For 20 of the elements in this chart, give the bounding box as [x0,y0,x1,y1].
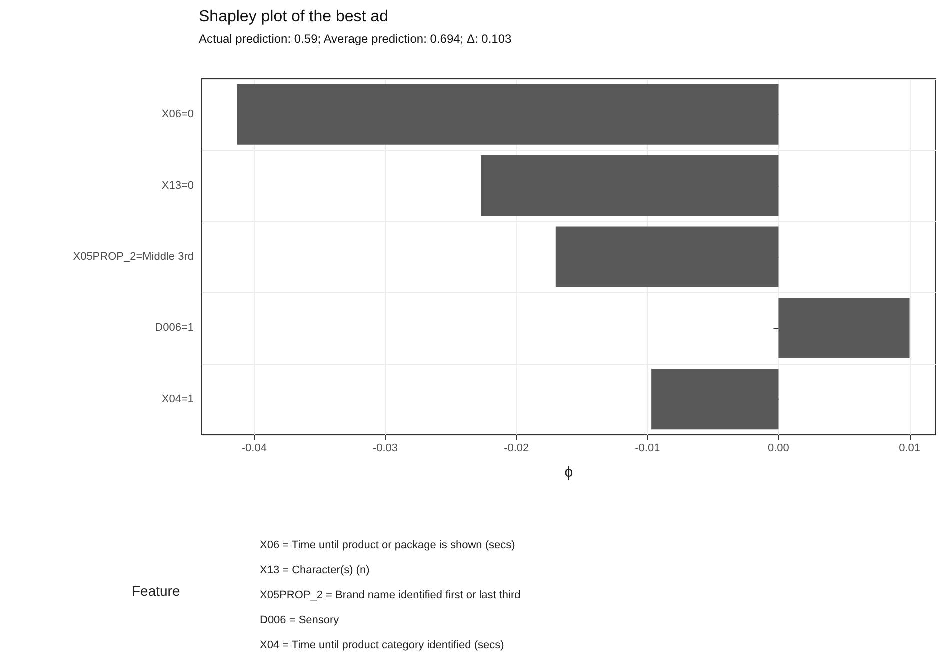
x-tick-label: 0.01 [899,442,920,454]
text: X04 = Time until product category identified (secs) [260,640,504,652]
text: X13 = Character(s) (n) [260,564,370,576]
x-tick-label: -0.03 [372,442,398,454]
text: X05PROP_2 = Brand name identified first or last third [260,590,521,602]
y-tick-label: D006=1 [155,322,194,334]
x-tick-label: -0.04 [242,442,267,454]
y-tick-label: X13=0 [162,180,194,192]
x-tick-label: -0.01 [635,442,660,454]
chart-subtitle: Actual prediction: 0.59; Average prediction: 0.694; Δ: 0.103 [199,32,512,46]
y-tick-label: X04=1 [162,393,194,406]
y-tick-label: X06=0 [162,108,194,121]
chart-title: Shapley plot of the best ad [199,8,388,26]
x-tick-label: 0.00 [768,442,790,454]
y-tick-label: X05PROP_2=Middle 3rd [73,251,194,263]
text: D006 = Sensory [260,614,340,626]
text: X06 = Time until product or package is shown (secs) [260,540,516,552]
x-axis-title: ϕ [564,464,574,481]
legend-title: Feature [132,583,180,599]
x-tick-label: -0.02 [504,442,530,454]
